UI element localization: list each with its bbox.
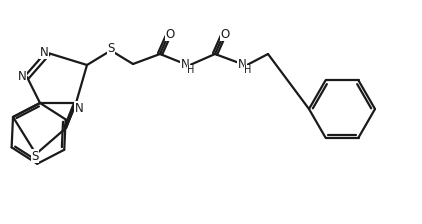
Text: S: S	[107, 41, 115, 54]
Text: N: N	[238, 58, 246, 71]
Text: O: O	[220, 28, 230, 41]
Text: N: N	[75, 101, 84, 114]
Text: H: H	[244, 65, 252, 75]
Text: N: N	[18, 69, 27, 82]
Text: N: N	[181, 58, 189, 71]
Text: N: N	[40, 45, 49, 58]
Text: H: H	[187, 65, 195, 75]
Text: S: S	[31, 149, 39, 162]
Text: O: O	[165, 28, 175, 41]
